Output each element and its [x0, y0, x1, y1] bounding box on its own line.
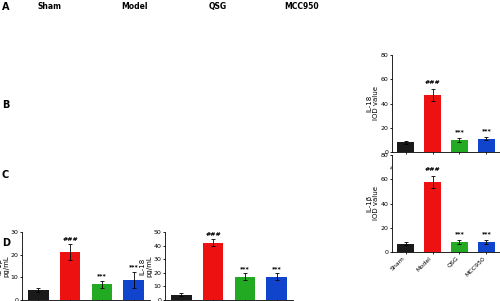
- Bar: [478, 139, 495, 152]
- Bar: [397, 244, 414, 252]
- Bar: [424, 95, 442, 152]
- Text: ###: ###: [424, 167, 440, 172]
- Bar: [266, 277, 287, 300]
- Text: ***: ***: [482, 128, 491, 133]
- Bar: [478, 242, 495, 252]
- Text: MCC950: MCC950: [284, 2, 320, 11]
- Text: ***: ***: [97, 273, 107, 278]
- Text: D: D: [2, 238, 10, 248]
- Bar: [171, 295, 192, 300]
- Text: ***: ***: [129, 264, 138, 269]
- Y-axis label: IL-1β
IOD value: IL-1β IOD value: [366, 187, 380, 221]
- Bar: [397, 142, 414, 152]
- Bar: [92, 284, 112, 300]
- Text: ###: ###: [424, 80, 440, 85]
- Bar: [234, 277, 256, 300]
- Text: ***: ***: [482, 231, 491, 237]
- Bar: [450, 242, 468, 252]
- Text: Model: Model: [121, 2, 147, 11]
- Text: ***: ***: [454, 129, 464, 134]
- Text: ***: ***: [272, 266, 281, 271]
- Text: QSG: QSG: [209, 2, 227, 11]
- Bar: [124, 280, 144, 300]
- Text: B: B: [2, 100, 10, 110]
- Text: ###: ###: [205, 232, 221, 237]
- Bar: [60, 253, 80, 300]
- Y-axis label: IL-1β
pg/mL: IL-1β pg/mL: [0, 255, 10, 277]
- Y-axis label: IL-18
IOD value: IL-18 IOD value: [366, 86, 380, 120]
- Y-axis label: IL-18
pg/mL: IL-18 pg/mL: [140, 255, 152, 277]
- Bar: [450, 140, 468, 152]
- Text: C: C: [2, 170, 9, 180]
- Bar: [202, 243, 224, 300]
- Text: ###: ###: [62, 237, 78, 242]
- Text: ***: ***: [454, 231, 464, 237]
- Text: A: A: [2, 2, 10, 12]
- Bar: [424, 182, 442, 252]
- Text: Sham: Sham: [38, 2, 62, 11]
- Bar: [28, 290, 48, 300]
- Text: ***: ***: [240, 266, 250, 271]
